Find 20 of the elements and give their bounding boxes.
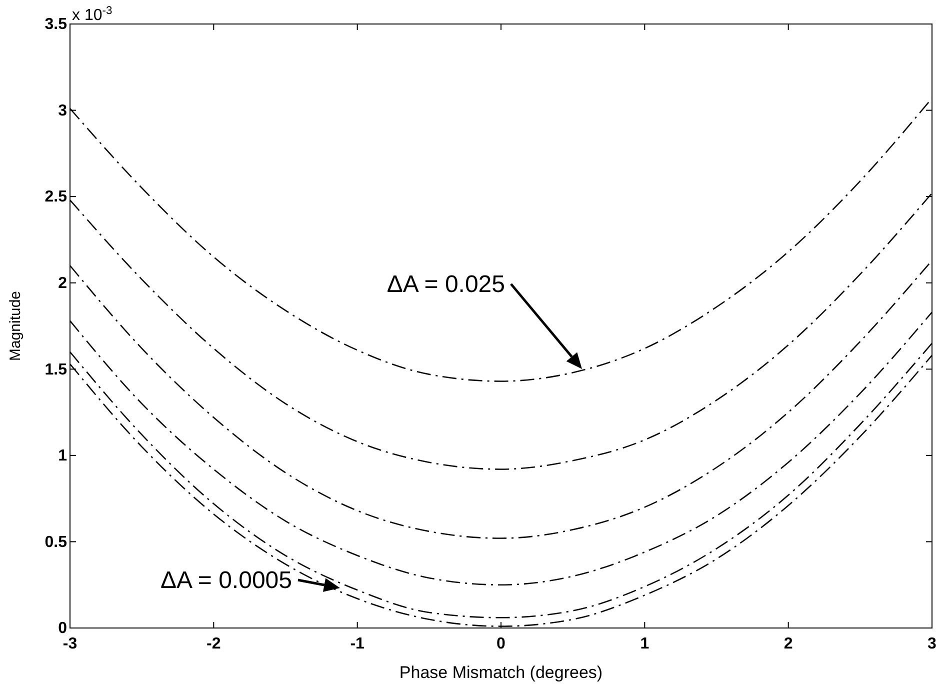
y-tick-label: 1 xyxy=(58,448,68,465)
x-tick-label: 1 xyxy=(640,636,650,653)
y-tick-label: 2.5 xyxy=(44,188,68,206)
x-tick-label: -1 xyxy=(350,636,365,653)
annotation: x 10$^{-3}$ xyxy=(72,5,112,24)
y-tick-label: 2 xyxy=(58,274,68,292)
annotation: ΔA = 0.0005 xyxy=(160,567,292,594)
annotation: ΔA = 0.025 xyxy=(386,271,505,298)
y-axis-title: Magnitude xyxy=(7,290,24,362)
x-tick-label: 3 xyxy=(928,636,937,653)
y-tick-label: 1.5 xyxy=(44,361,68,378)
y-tick-label: 3 xyxy=(58,102,68,120)
x-axis-title: Phase Mismatch (degrees) xyxy=(399,663,603,682)
x-tick-label: -3 xyxy=(62,636,78,653)
y-tick-label: 0.5 xyxy=(44,534,68,551)
y-tick-label: 3.5 xyxy=(44,16,68,34)
y-tick-label: 0 xyxy=(58,620,68,638)
x-tick-label: 0 xyxy=(496,636,506,653)
x-tick-label: -2 xyxy=(206,636,221,653)
x-tick-label: 2 xyxy=(784,636,793,653)
